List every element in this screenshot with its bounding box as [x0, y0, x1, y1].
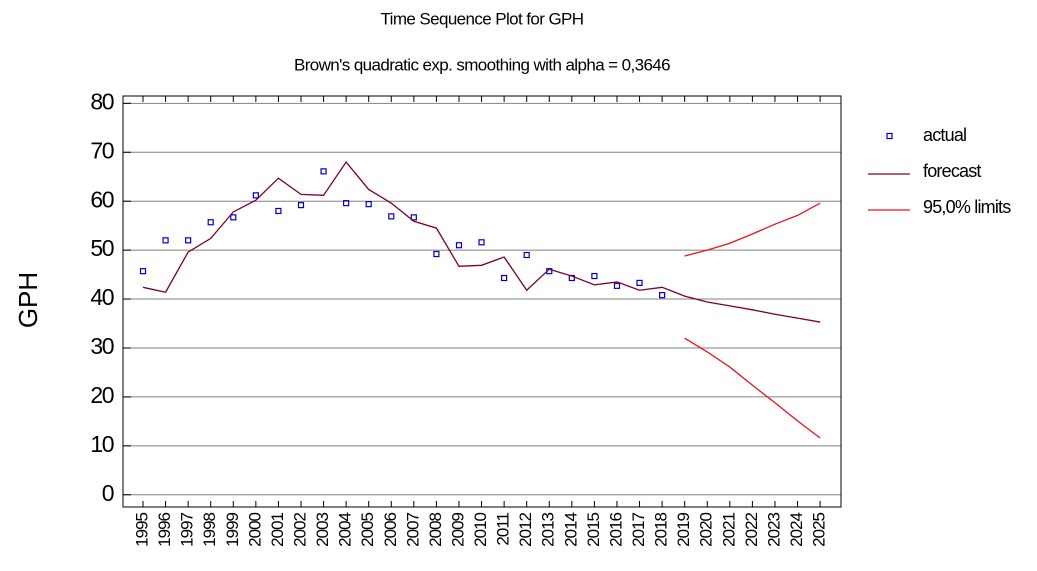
actual-point [455, 242, 463, 249]
x-tick-label: 1999 [223, 512, 242, 546]
legend-label: forecast [923, 161, 981, 181]
actual-point [139, 268, 147, 275]
x-tick-label: 2020 [697, 512, 716, 546]
x-tick-label: 2022 [742, 512, 761, 546]
x-tick-label: 2001 [268, 512, 287, 546]
y-tick-label: 0 [102, 480, 114, 506]
x-tick-label: 2019 [674, 512, 693, 546]
actual-point [410, 214, 417, 221]
x-tick-label: 2005 [358, 512, 377, 546]
x-tick-label: 1996 [155, 512, 174, 546]
actual-point [343, 200, 350, 207]
forecast-line [142, 160, 821, 323]
actual-point [659, 292, 666, 299]
legend-swatch [886, 132, 893, 140]
y-tick-label: 70 [90, 137, 113, 163]
y-tick-label: 40 [90, 284, 113, 310]
x-tick-label: 2014 [561, 512, 580, 546]
chart-subtitle: Brown's quadratic exp. smoothing with al… [294, 55, 670, 74]
legend-label: 95,0% limits [923, 197, 1011, 217]
lower-limit-line [684, 337, 821, 439]
x-tick-label: 2010 [471, 512, 490, 546]
actual-point [185, 237, 192, 244]
actual-point [230, 214, 237, 221]
x-tick-label: 2002 [290, 512, 309, 546]
x-tick-label: 1995 [132, 512, 151, 546]
x-tick-label: 1998 [200, 512, 219, 546]
actual-point [433, 250, 440, 258]
actual-point [207, 219, 214, 226]
y-tick-label: 50 [90, 235, 113, 261]
legend-label: actual [923, 125, 966, 145]
actual-point [365, 201, 372, 208]
x-tick-label: 2007 [403, 512, 422, 546]
x-tick-label: 2016 [606, 512, 625, 546]
x-tick-label: 2008 [426, 512, 445, 546]
x-tick-label: 2006 [381, 512, 400, 546]
actual-point [591, 272, 598, 280]
x-tick-label: 2015 [584, 512, 603, 546]
actual-point [523, 251, 530, 259]
actual-point [388, 213, 395, 220]
actual-point [162, 237, 169, 244]
y-tick-label: 20 [90, 382, 113, 408]
y-tick-label: 10 [90, 431, 113, 457]
x-tick-label: 2012 [516, 512, 535, 546]
x-tick-label: 2024 [787, 512, 806, 546]
x-tick-label: 2017 [629, 512, 648, 546]
y-tick-label: 80 [90, 88, 113, 114]
x-tick-label: 2003 [313, 512, 332, 546]
actual-point [297, 202, 305, 209]
actual-point [320, 168, 327, 175]
x-tick-label: 2018 [652, 512, 671, 546]
actual-point [501, 274, 508, 282]
actual-point [478, 239, 485, 246]
x-tick-label: 2004 [336, 512, 355, 546]
x-tick-label: 2021 [719, 512, 738, 546]
actual-point [275, 207, 282, 215]
y-tick-label: 60 [90, 186, 113, 212]
x-tick-label: 2013 [539, 512, 558, 546]
y-tick-label: 30 [90, 333, 113, 359]
y-axis-label: GPH [13, 272, 43, 328]
x-tick-label: 2009 [448, 512, 467, 546]
x-tick-label: 2000 [245, 512, 264, 546]
actual-point [252, 192, 259, 199]
chart-title: Time Sequence Plot for GPH [381, 9, 584, 28]
actual-point [636, 279, 643, 287]
x-tick-label: 2025 [810, 512, 829, 546]
x-tick-label: 2023 [764, 512, 783, 546]
upper-limit-line [684, 202, 821, 257]
x-tick-label: 1997 [178, 512, 197, 546]
x-tick-label: 2011 [494, 512, 513, 545]
actual-point [613, 282, 621, 289]
